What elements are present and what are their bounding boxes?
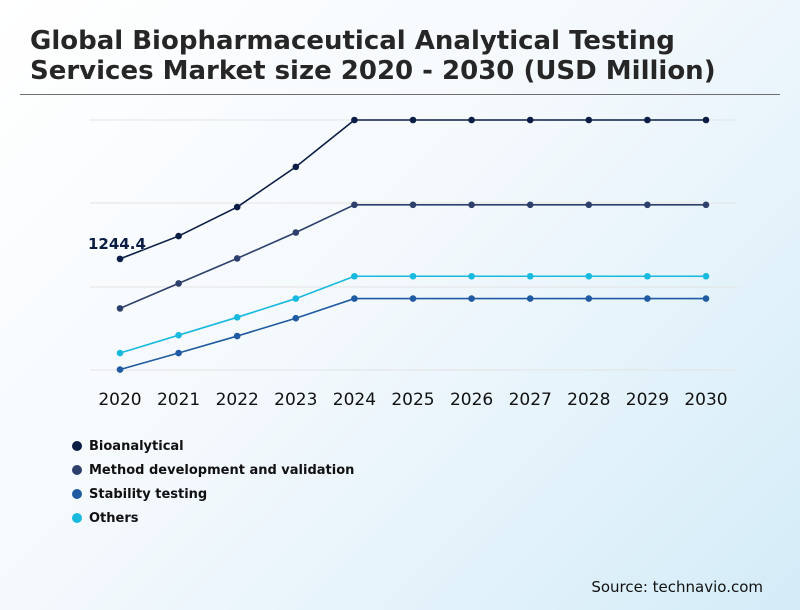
data-point: [409, 272, 417, 280]
chart-legend: Bioanalytical Method development and vali…: [72, 434, 354, 530]
data-point: [351, 201, 358, 209]
legend-label: Method development and validation: [89, 462, 355, 478]
series-line-2: [119, 297, 706, 371]
x-tick-label: 2027: [509, 390, 552, 410]
x-tick-label: 2030: [684, 390, 727, 410]
data-label: 1244.4: [88, 235, 146, 253]
data-point: [116, 255, 124, 263]
data-point: [233, 332, 241, 340]
data-point: [702, 295, 710, 302]
data-point: [351, 116, 358, 124]
data-point: [351, 295, 358, 302]
data-point: [409, 116, 417, 124]
x-tick-label: 2020: [98, 390, 141, 410]
data-point: [702, 116, 710, 124]
data-point: [233, 255, 241, 262]
data-point: [468, 272, 475, 280]
data-point: [116, 349, 124, 357]
legend-label: Bioanalytical: [89, 438, 184, 454]
legend-marker-icon: [72, 513, 82, 523]
data-point: [233, 314, 241, 321]
data-point: [292, 295, 300, 302]
data-point: [585, 116, 593, 124]
data-point: [526, 272, 534, 280]
legend-marker-icon: [72, 441, 82, 451]
x-tick-label: 2023: [274, 390, 317, 410]
series-line-3: [119, 275, 706, 354]
data-point: [409, 295, 417, 302]
data-point: [644, 272, 651, 280]
data-point: [644, 295, 651, 302]
data-point: [116, 366, 124, 373]
series-line-1: [119, 204, 706, 310]
legend-label: Stability testing: [89, 486, 208, 502]
data-point: [233, 203, 241, 211]
data-point: [468, 116, 475, 124]
data-point: [644, 201, 651, 209]
x-tick-label: 2021: [157, 390, 200, 410]
data-point: [292, 229, 300, 236]
data-point: [644, 116, 651, 124]
series-line-0: [119, 119, 706, 260]
legend-item: Method development and validation: [72, 458, 354, 482]
data-point: [175, 280, 182, 287]
data-point: [175, 349, 182, 357]
source-credit: Source: technavio.com: [591, 578, 763, 596]
data-point: [175, 232, 182, 240]
x-tick-label: 2022: [216, 390, 259, 410]
data-point: [351, 272, 358, 280]
title-divider: [20, 94, 780, 95]
data-point: [292, 163, 300, 171]
data-point: [526, 116, 534, 124]
data-point: [526, 201, 534, 209]
data-point: [702, 272, 710, 280]
chart-title: Global Biopharmaceutical Analytical Test…: [30, 26, 716, 86]
legend-marker-icon: [72, 465, 82, 475]
data-point: [468, 295, 475, 302]
data-point: [585, 201, 593, 209]
data-point: [702, 201, 710, 209]
x-tick-label: 2028: [567, 390, 610, 410]
data-point: [585, 272, 593, 280]
data-point: [526, 295, 534, 302]
legend-item: Bioanalytical: [72, 434, 354, 458]
data-point: [409, 201, 417, 209]
legend-item: Stability testing: [72, 482, 354, 506]
x-tick-label: 2029: [626, 390, 669, 410]
data-point: [175, 331, 182, 339]
data-point: [585, 295, 593, 302]
data-point: [292, 314, 300, 322]
legend-marker-icon: [72, 489, 82, 499]
data-point: [468, 201, 475, 209]
x-tick-label: 2024: [333, 390, 376, 410]
legend-item: Others: [72, 506, 354, 530]
x-tick-label: 2025: [391, 390, 434, 410]
data-point: [116, 305, 124, 312]
x-tick-label: 2026: [450, 390, 493, 410]
legend-label: Others: [89, 510, 139, 526]
